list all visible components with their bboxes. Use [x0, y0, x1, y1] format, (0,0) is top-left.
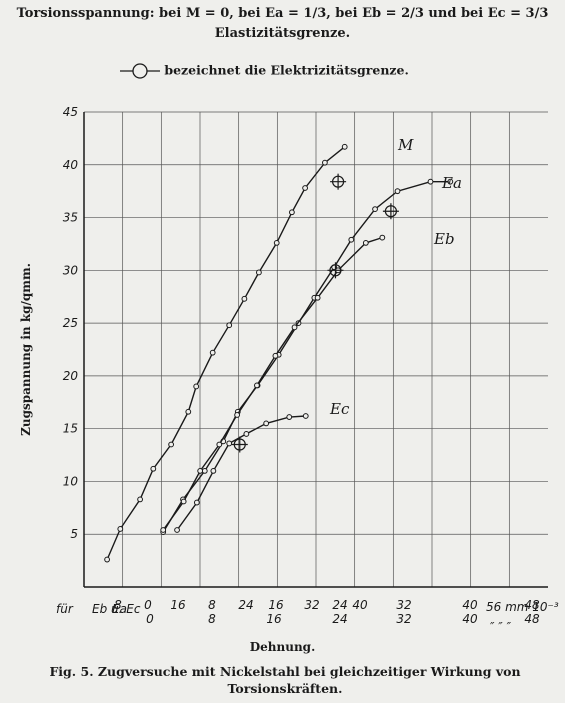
legend-text: bezeichnet die Elektrizitätsgrenze.	[164, 62, 409, 78]
data-point-ea	[427, 178, 434, 185]
x-tick-label: 32	[396, 612, 411, 626]
x-tick-label: 8	[208, 612, 216, 626]
x-axis-group-label: Eb u. Ec	[92, 602, 141, 616]
data-point-eb	[272, 352, 279, 359]
caption-line-2: Torsionskräften.	[227, 681, 343, 696]
data-point-ec	[263, 420, 270, 427]
x-tick-label: 24	[332, 598, 347, 612]
stress-strain-chart: 5 10 15 20 25 30 35 40 45 Zugspannung in kg/qmm. 8…	[19, 105, 559, 634]
x-tick-label: 40	[462, 612, 478, 626]
x-tick-label: 32	[304, 598, 319, 612]
data-point-eb	[362, 239, 369, 246]
series-line-eb	[162, 236, 383, 531]
data-point-m	[226, 322, 233, 329]
series-line-m	[106, 146, 346, 560]
series-line-ea	[162, 181, 451, 533]
x-tick-label: 16	[268, 598, 284, 612]
x-tick-label: 40	[462, 598, 478, 612]
data-point-ec	[210, 467, 217, 474]
data-point-ea	[201, 467, 208, 474]
y-tick-label: 45	[63, 105, 78, 119]
data-point-eb	[234, 412, 241, 418]
data-point-m	[150, 465, 157, 472]
y-tick-label: 25	[63, 316, 78, 330]
data-point-eb	[216, 441, 223, 448]
series-line-ec	[176, 415, 306, 531]
data-point-ea	[372, 206, 378, 213]
data-point-ec	[226, 440, 233, 447]
series-label-ec: Ec	[329, 400, 350, 418]
data-point-ea	[447, 178, 454, 185]
y-tick-label: 35	[63, 211, 78, 225]
y-tick-label: 40	[63, 158, 79, 172]
data-point-m	[185, 408, 192, 415]
data-point-ec	[193, 499, 200, 506]
data-point-ec	[286, 414, 293, 420]
data-point-ec	[243, 431, 250, 437]
data-point-m	[209, 349, 216, 356]
x-tick-label: 0	[146, 612, 154, 626]
x-tick-label: 48	[524, 612, 540, 626]
data-point-ec	[174, 527, 180, 533]
data-point-m	[193, 383, 200, 390]
header-line-1: Torsionsspannung: bei M = 0, bei Ea = 1/…	[16, 6, 549, 21]
data-point-eb	[180, 498, 187, 505]
x-tick-label: 8	[208, 598, 216, 612]
x-tick-label: 0	[144, 598, 152, 612]
data-point-eb	[379, 234, 386, 241]
data-point-m	[322, 159, 328, 166]
data-point-m	[273, 239, 280, 246]
elastic-limit-marker-ec	[231, 436, 248, 453]
x-tick-label: 16	[170, 598, 186, 612]
x-tick-label: 24	[238, 598, 253, 612]
data-point-m	[302, 185, 309, 191]
data-point-m	[117, 526, 124, 532]
data-point-eb	[314, 294, 321, 301]
x-tick-label: 32	[396, 598, 411, 612]
y-tick-label: 30	[63, 263, 79, 277]
data-point-m	[168, 441, 175, 448]
x-axis-group-label: Ea	[112, 602, 127, 616]
elastic-limit-marker-ea	[382, 203, 399, 220]
figure-caption: Fig. 5. Zugversuche mit Nickelstahl bei …	[20, 663, 550, 697]
caption-line-1: Fig. 5. Zugversuche mit Nickelstahl bei …	[49, 664, 521, 679]
data-point-ec	[302, 413, 309, 419]
data-point-eb	[291, 324, 298, 331]
elastic-limit-marker-eb	[327, 262, 344, 279]
grid-lines	[84, 111, 548, 587]
elastic-limit-marker-m	[330, 173, 347, 190]
x-tick-label: 24	[332, 612, 347, 626]
x-tick-label: 48	[524, 598, 540, 612]
x-unit-label: 56 mm 10⁻³	[486, 600, 559, 614]
y-tick-label: 15	[63, 422, 78, 436]
data-point-m	[104, 556, 110, 563]
y-axis-title: Zugspannung in kg/qmm.	[19, 263, 33, 436]
data-point-m	[256, 269, 262, 276]
ditto-marks: ″ ″ ″	[490, 620, 512, 634]
y-tick-label: 20	[63, 369, 79, 383]
series-label-m: M	[397, 136, 414, 154]
data-point-eb	[160, 527, 167, 533]
y-tick-label: 10	[63, 474, 79, 488]
series-label-eb: Eb	[433, 230, 455, 248]
x-tick-label: 16	[266, 612, 282, 626]
data-point-m	[341, 143, 348, 150]
x-tick-label: 40	[352, 598, 368, 612]
data-point-m	[241, 295, 248, 302]
data-point-eb	[197, 467, 204, 474]
data-point-ea	[394, 188, 401, 195]
data-point-eb	[254, 382, 260, 389]
y-tick-label: 5	[70, 527, 78, 541]
x-axis-label: Dehnung.	[249, 640, 316, 654]
elastic-limit-marker-icon	[120, 63, 160, 79]
x-axis-prefix: für	[56, 602, 74, 616]
data-point-ea	[348, 236, 355, 243]
x-tick-label: 8	[114, 598, 122, 612]
header-line-2: Elastizitätsgrenze.	[214, 26, 351, 41]
series-label-ea: Ea	[441, 174, 462, 192]
data-point-m	[289, 209, 295, 216]
legend: bezeichnet die Elektrizitätsgrenze.	[120, 62, 540, 80]
data-point-m	[137, 496, 144, 503]
